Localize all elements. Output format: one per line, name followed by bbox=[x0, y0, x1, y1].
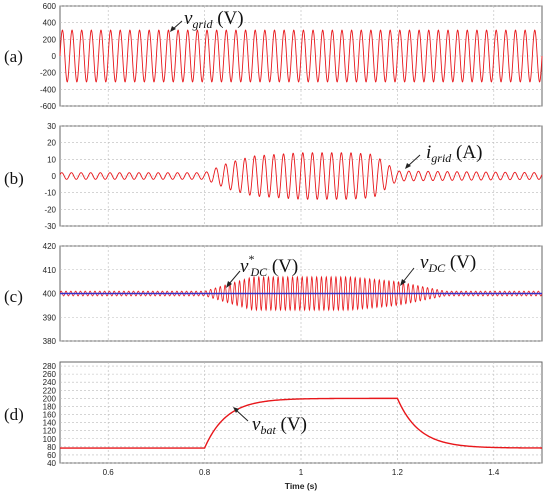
y-tick-label: 120 bbox=[43, 427, 57, 436]
y-tick-label: 60 bbox=[47, 451, 56, 460]
annotation-vbat: vbat (V) bbox=[252, 414, 307, 437]
ann-vgrid-unit: (V) bbox=[212, 8, 243, 29]
y-tick-label: 140 bbox=[43, 419, 57, 428]
x-tick-label: 1.4 bbox=[488, 468, 500, 477]
panel-label-c: (c) bbox=[4, 287, 23, 306]
annotation-vdc: vDC (V) bbox=[420, 252, 476, 275]
panel-label-b: (b) bbox=[4, 169, 24, 188]
y-tick-label: 0 bbox=[52, 172, 57, 181]
panel-label-a: (a) bbox=[4, 47, 23, 66]
y-tick-label: -200 bbox=[40, 69, 57, 78]
y-tick-label: 420 bbox=[43, 242, 57, 251]
y-tick-label: 380 bbox=[43, 337, 57, 346]
annotation-arrowhead-vdc bbox=[400, 279, 406, 286]
annotation-arrowhead-vbat bbox=[233, 407, 239, 413]
y-tick-label: 240 bbox=[43, 378, 57, 387]
y-tick-label: 0 bbox=[52, 52, 57, 61]
ann-vdc-var: v bbox=[420, 252, 429, 273]
grid-b bbox=[60, 125, 542, 227]
y-tick-label: 80 bbox=[47, 443, 56, 452]
annotation-igrid: igrid (A) bbox=[426, 142, 482, 165]
panel-label-d: (d) bbox=[4, 405, 24, 424]
annotation-arrowhead-vdcref bbox=[226, 281, 232, 288]
panel-b: 30 20 10 0 -10 -20 -30 (b) igrid (A) bbox=[4, 122, 543, 231]
y-tick-label: 260 bbox=[43, 370, 57, 379]
y-tick-label: -600 bbox=[40, 102, 57, 111]
y-tick-label: 200 bbox=[43, 35, 57, 44]
y-tick-label: -30 bbox=[44, 222, 56, 231]
y-tick-label: 280 bbox=[43, 362, 57, 371]
ann-vbat-sub: bat bbox=[260, 423, 276, 437]
y-tick-label: -400 bbox=[40, 85, 57, 94]
series-line-igrid bbox=[59, 152, 543, 200]
y-ticks-c: 420 410 400 390 380 bbox=[43, 242, 57, 346]
annotation-arrow-igrid bbox=[407, 154, 421, 167]
ann-vdcref-var: v bbox=[240, 256, 249, 277]
y-tick-label: 20 bbox=[47, 139, 56, 148]
y-tick-label: 160 bbox=[43, 411, 57, 420]
y-tick-label: 410 bbox=[43, 266, 57, 275]
y-tick-label: 100 bbox=[43, 435, 57, 444]
y-tick-label: 30 bbox=[47, 122, 56, 131]
x-ticks: 0.6 0.8 1 1.2 1.4 bbox=[103, 468, 500, 477]
y-tick-label: 400 bbox=[43, 19, 57, 28]
x-tick-label: 1.2 bbox=[392, 468, 404, 477]
annotation-arrow-vbat bbox=[235, 409, 249, 422]
annotation-arrowhead-vgrid bbox=[170, 26, 176, 32]
ann-vdc-unit: (V) bbox=[445, 252, 476, 273]
ann-igrid-unit: (A) bbox=[451, 142, 482, 163]
annotation-arrow-vdc bbox=[402, 267, 415, 283]
y-tick-label: 600 bbox=[43, 2, 57, 11]
y-tick-label: 40 bbox=[47, 459, 56, 468]
series-b bbox=[59, 152, 543, 200]
ann-vdcref-sub: DC bbox=[249, 265, 268, 279]
ann-igrid-sub: grid bbox=[431, 151, 452, 165]
series-a bbox=[59, 29, 543, 83]
y-ticks-b: 30 20 10 0 -10 -20 -30 bbox=[44, 122, 56, 231]
y-tick-label: -10 bbox=[44, 189, 56, 198]
y-tick-label: -20 bbox=[44, 205, 56, 214]
ann-vdcref-unit: (V) bbox=[267, 256, 298, 277]
ann-igrid-var: i bbox=[426, 142, 431, 163]
annotation-arrowhead-igrid bbox=[405, 163, 411, 169]
annotation-vgrid: vgrid (V) bbox=[184, 8, 244, 31]
y-ticks-a: 600 400 200 0 -200 -400 -600 bbox=[40, 2, 57, 111]
series-c bbox=[59, 275, 543, 312]
panel-a: 600 400 200 0 -200 -400 -600 (a) vgrid (V) bbox=[4, 2, 543, 111]
ann-vgrid-var: v bbox=[184, 8, 193, 29]
series-d bbox=[60, 397, 542, 449]
x-axis-label: Time (s) bbox=[285, 481, 318, 491]
y-tick-label: 220 bbox=[43, 386, 57, 395]
series-line-vgrid bbox=[59, 29, 543, 83]
ann-vgrid-sub: grid bbox=[192, 17, 213, 31]
ann-vdcref-sup: * bbox=[248, 252, 254, 266]
ann-vdc-sub: DC bbox=[427, 261, 446, 275]
y-tick-label: 180 bbox=[43, 402, 57, 411]
y-tick-label: 200 bbox=[43, 394, 57, 403]
series-line-vbat bbox=[60, 397, 542, 449]
annotation-vdcref: v* DC (V) bbox=[240, 252, 298, 279]
x-tick-label: 1 bbox=[299, 468, 304, 477]
x-tick-label: 0.8 bbox=[199, 468, 211, 477]
ann-vbat-var: v bbox=[252, 414, 261, 435]
y-tick-label: 10 bbox=[47, 155, 56, 164]
y-tick-label: 390 bbox=[43, 313, 57, 322]
x-tick-label: 0.6 bbox=[103, 468, 115, 477]
y-tick-label: 400 bbox=[43, 290, 57, 299]
annotation-arrow-vdcref bbox=[228, 270, 241, 285]
ann-vbat-unit: (V) bbox=[276, 414, 307, 435]
